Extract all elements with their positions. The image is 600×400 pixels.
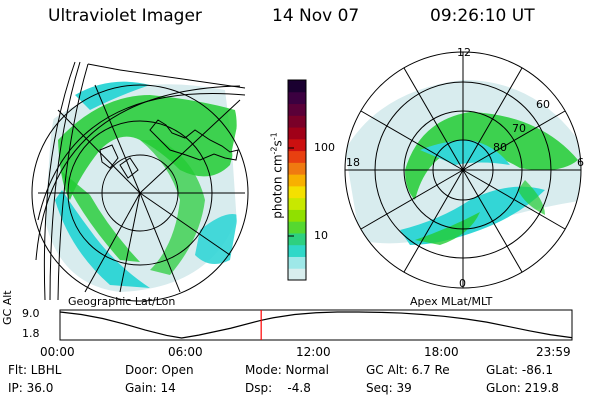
colorbar-segment [288,127,306,140]
colorbar-unit-text: photon cm [270,154,285,219]
status-gcalt: GC Alt: 6.7 Re [366,363,450,377]
mlat-label-80: 80 [493,141,507,154]
status-flt: Flt: LBHL [8,363,62,377]
status-ip: IP: 36.0 [8,381,54,395]
status-dsp: Dsp: -4.8 [245,381,311,395]
colorbar-segment [288,174,306,187]
colorbar-segment [288,244,306,257]
colorbar-segment [288,197,306,210]
orbit-ytick-min: 1.8 [22,327,40,340]
date-readout: 14 Nov 07 [272,6,360,26]
status-glon: GLon: 219.8 [486,381,559,395]
mlat-label-70: 70 [512,122,526,135]
colorbar-segment [288,162,306,175]
colorbar-segment [288,80,306,93]
time-readout: 09:26:10 UT [430,6,535,26]
orbit-xtick-label: 00:00 [40,345,75,359]
orbit-xtick-label: 23:59 [536,345,571,359]
polar-image [344,51,582,289]
mlt-label-6: 6 [577,156,584,169]
colorbar-segment [288,91,306,105]
geographic-image [31,61,249,302]
colorbar-segment [288,268,306,281]
orbit-ytick-max: 9.0 [22,307,40,320]
orbit-plot [59,310,572,340]
mlt-label-18: 18 [346,156,360,169]
colorbar-segment [288,256,306,269]
colorbar-segment [288,150,306,163]
colorbar-exp2: -1 [269,132,279,141]
mlt-label-0: 0 [459,277,466,290]
orbit-xtick-label: 12:00 [296,345,331,359]
mlat-label-60: 60 [536,98,550,111]
orbit-xtick-label: 06:00 [168,345,203,359]
colorbar-tick-100: 100 [314,141,335,154]
mlt-label-12: 12 [457,46,471,59]
status-seq: Seq: 39 [366,381,412,395]
geo-panel-label: Geographic Lat/Lon [68,295,176,308]
colorbar-unit-s: s [270,140,285,147]
status-gain: Gain: 14 [125,381,176,395]
orbit-plot-frame [59,309,573,341]
app-title: Ultraviolet Imager [48,6,202,26]
status-mode: Mode: Normal [245,363,329,377]
status-glat: GLat: -86.1 [486,363,553,377]
polar-panel-label: Apex MLat/MLT [410,295,493,308]
colorbar-segment [288,209,306,222]
colorbar-axis-label: photon cm-2s-1 [270,116,285,236]
orbit-ylabel: GC Alt [1,290,14,325]
colorbar-segment [288,232,306,246]
colorbar-exp1: -2 [269,146,279,155]
colorbar-tick-10: 10 [314,229,328,242]
colorbar-segment [288,115,306,128]
status-door: Door: Open [125,363,194,377]
colorbar-segment [288,138,306,152]
colorbar-segment [288,103,306,116]
orbit-xtick-label: 18:00 [424,345,459,359]
orbit-altitude-line [59,311,572,339]
colorbar-segment [288,185,306,199]
colorbar-segment [288,221,306,234]
colorbar [287,79,307,281]
